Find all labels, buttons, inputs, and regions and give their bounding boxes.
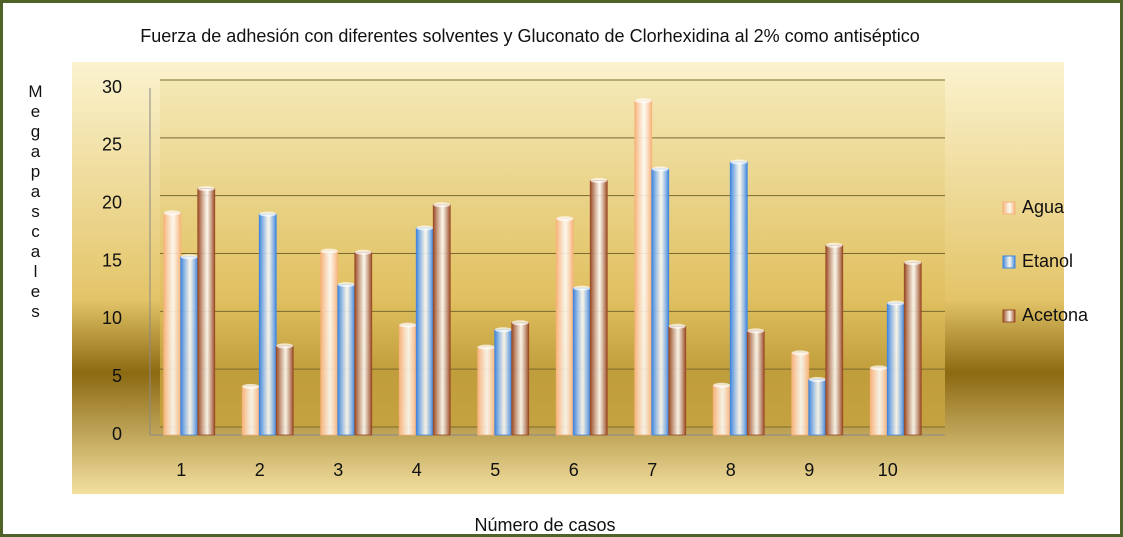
bar <box>320 250 339 436</box>
bar <box>746 330 765 436</box>
bar-cap <box>713 382 731 388</box>
bar-cap <box>904 260 922 266</box>
bar <box>415 227 434 436</box>
bar-cap <box>590 178 608 184</box>
bar-cap <box>634 98 652 104</box>
bar <box>258 213 277 436</box>
x-tick-label: 9 <box>804 460 814 480</box>
bar-cap <box>242 383 260 389</box>
x-tick-label: 5 <box>490 460 500 480</box>
y-axis-title: Megapascales <box>26 82 45 322</box>
bar-cap <box>354 249 372 255</box>
bar-cap <box>337 282 355 288</box>
bar-cap <box>668 323 686 329</box>
legend-label: Agua <box>1022 197 1065 217</box>
bar-cap <box>808 376 826 382</box>
legend-swatch <box>1002 309 1016 323</box>
bar-cap <box>747 328 765 334</box>
bar-cap <box>416 225 434 231</box>
bar <box>477 346 496 436</box>
bar-cap <box>433 202 451 208</box>
y-tick-label: 5 <box>112 366 122 386</box>
bar <box>668 325 687 436</box>
bar-cap <box>887 300 905 306</box>
y-tick-label: 30 <box>102 77 122 97</box>
bar <box>275 345 294 436</box>
bar <box>337 284 356 436</box>
bar-cap <box>163 210 181 216</box>
bar-cap <box>477 344 495 350</box>
bar <box>572 287 591 436</box>
bar <box>494 329 513 436</box>
bar-cap <box>511 320 529 326</box>
x-axis-title: Número de casos <box>474 515 615 535</box>
bar <box>634 100 653 436</box>
bar-cap <box>197 186 215 192</box>
bar <box>825 244 844 436</box>
bar <box>712 384 731 436</box>
bar-cap <box>399 322 417 328</box>
legend-label: Etanol <box>1022 251 1073 271</box>
bar <box>197 188 216 436</box>
y-tick-label: 0 <box>112 424 122 444</box>
x-tick-label: 1 <box>176 460 186 480</box>
bar <box>241 386 260 436</box>
bar <box>869 367 888 436</box>
chart-title: Fuerza de adhesión con diferentes solven… <box>140 26 919 46</box>
bar <box>398 324 417 436</box>
bar-cap <box>870 365 888 371</box>
y-tick-label: 15 <box>102 250 122 270</box>
bar <box>589 180 608 436</box>
bar <box>511 322 530 436</box>
bar <box>354 251 373 436</box>
legend-swatch <box>1002 201 1016 215</box>
legend-swatch <box>1002 255 1016 269</box>
x-tick-label: 10 <box>878 460 898 480</box>
x-tick-label: 3 <box>333 460 343 480</box>
bar-cap <box>276 343 294 349</box>
y-tick-label: 10 <box>102 308 122 328</box>
bar <box>808 379 827 436</box>
bar-cap <box>825 242 843 248</box>
bar <box>651 168 670 436</box>
bar-cap <box>573 285 591 291</box>
y-tick-label: 25 <box>102 135 122 155</box>
bar-cap <box>180 254 198 260</box>
x-tick-label: 7 <box>647 460 657 480</box>
bar <box>555 218 574 436</box>
y-tick-label: 20 <box>102 192 122 212</box>
x-tick-label: 4 <box>412 460 422 480</box>
bar <box>432 204 451 436</box>
bar <box>163 212 182 436</box>
bar-cap <box>320 248 338 254</box>
bar <box>886 302 905 436</box>
bar <box>903 262 922 436</box>
x-tick-label: 8 <box>726 460 736 480</box>
x-tick-label: 2 <box>255 460 265 480</box>
bar-cap <box>494 327 512 333</box>
bar <box>791 352 810 436</box>
x-tick-label: 6 <box>569 460 579 480</box>
bar-cap <box>791 350 809 356</box>
bar-cap <box>556 216 574 222</box>
bar-cap <box>651 166 669 172</box>
bar-cap <box>259 211 277 217</box>
bar <box>180 256 199 436</box>
bar-cap <box>730 159 748 165</box>
bar <box>729 161 748 436</box>
legend-label: Acetona <box>1022 305 1089 325</box>
